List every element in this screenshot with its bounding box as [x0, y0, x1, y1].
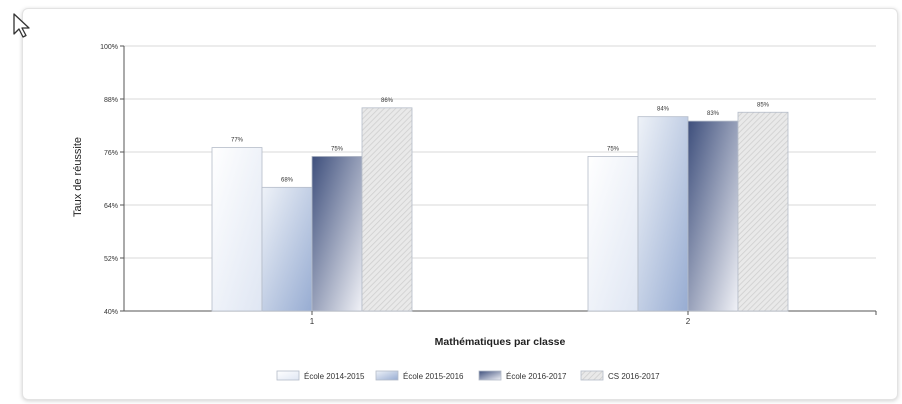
legend-swatch: [580, 370, 604, 381]
x-axis-label: Mathématiques par classe: [435, 336, 566, 348]
y-tick-label: 64%: [104, 203, 118, 210]
y-tick-label: 88%: [104, 97, 118, 104]
x-tick-label: 2: [686, 317, 691, 326]
legend-swatch: [276, 370, 300, 381]
x-tick-label: 1: [310, 317, 315, 326]
data-label: 85%: [757, 102, 770, 108]
legend-label: École 2014-2015: [304, 372, 365, 381]
y-axis-label: Taux de réussite: [72, 137, 84, 217]
data-labels: 77% 68% 75% 86% 75% 84% 83% 85%: [231, 98, 770, 183]
y-tick-label: 40%: [104, 309, 118, 316]
data-label: 75%: [331, 146, 344, 152]
bar[interactable]: [687, 120, 739, 312]
bar[interactable]: [637, 116, 689, 312]
legend-swatch: [375, 370, 399, 381]
y-axis-ticks: 40% 52% 64% 76% 88% 100%: [100, 44, 124, 316]
legend-item[interactable]: CS 2016-2017: [580, 370, 660, 381]
bar[interactable]: [587, 156, 639, 312]
legend-item[interactable]: École 2015-2016: [375, 370, 464, 381]
data-label: 68%: [281, 177, 294, 183]
bar[interactable]: [361, 107, 413, 312]
bar[interactable]: [211, 147, 263, 312]
data-label: 83%: [707, 111, 720, 117]
data-label: 77%: [231, 138, 244, 144]
data-label: 75%: [607, 146, 620, 152]
legend-label: CS 2016-2017: [608, 372, 660, 381]
bar[interactable]: [737, 111, 789, 312]
bar[interactable]: [311, 156, 363, 312]
y-tick-label: 52%: [104, 256, 118, 263]
legend-swatch: [478, 370, 502, 381]
mouse-cursor-icon: [13, 13, 30, 38]
legend-label: École 2016-2017: [506, 372, 567, 381]
legend: École 2014-2015 École 2015-2016 École 2016…: [276, 370, 660, 381]
legend-label: École 2015-2016: [403, 372, 464, 381]
legend-item[interactable]: École 2016-2017: [478, 370, 567, 381]
data-label: 84%: [657, 107, 670, 113]
y-tick-label: 76%: [104, 150, 118, 157]
bars: [211, 107, 789, 312]
y-tick-label: 100%: [100, 44, 118, 51]
bar[interactable]: [261, 186, 313, 312]
legend-item[interactable]: École 2014-2015: [276, 370, 365, 381]
data-label: 86%: [381, 98, 394, 104]
